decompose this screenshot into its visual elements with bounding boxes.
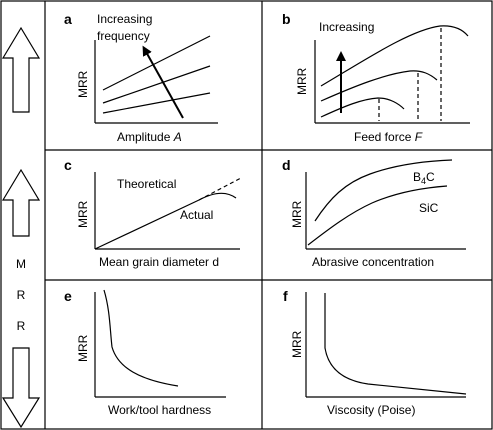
panel-e: e MRR Work/tool hardness [64, 288, 226, 417]
axes [94, 292, 226, 398]
curve-sic [307, 185, 448, 246]
curve-line [320, 97, 405, 118]
x-axis-label: Amplitude A [117, 130, 182, 144]
y-axis-label: MRR [290, 330, 304, 358]
panel-letter: b [282, 11, 291, 27]
x-axis-label: Abrasive concentration [312, 255, 434, 269]
curve-line [103, 289, 179, 387]
axes [314, 40, 470, 124]
y-axis-label: MRR [290, 200, 304, 228]
down-arrow-icon [1, 347, 41, 429]
annotation: frequency [97, 29, 150, 43]
x-axis-label: Work/tool hardness [108, 403, 211, 417]
panel-a: a MRR Amplitude A Increasing frequency [64, 11, 218, 144]
up-arrow-icon [1, 168, 41, 237]
x-axis-symbol: F [415, 130, 423, 144]
curves [103, 289, 179, 387]
curve-line [324, 293, 467, 395]
curve-line [320, 70, 438, 102]
series-label-sic: SiC [419, 201, 439, 215]
x-axis-label-text: Feed force [354, 130, 412, 144]
y-axis-label: MRR [76, 200, 90, 228]
y-axis-label: MRR [76, 334, 90, 362]
x-axis-label: Viscosity (Poise) [327, 403, 415, 417]
curve-b4c [314, 159, 453, 222]
panel-d: d MRR Abrasive concentration B4C SiC [282, 157, 466, 269]
x-axis-label: Mean grain diameter d [99, 255, 219, 269]
axes [305, 292, 466, 398]
y-axis-label: MRR [76, 70, 90, 98]
panel-f: f MRR Viscosity (Poise) [283, 288, 467, 417]
panel-letter: e [64, 288, 72, 304]
up-arrow-icon [1, 26, 41, 113]
curves [324, 293, 467, 395]
b4c-base: B [413, 170, 421, 184]
panel-b: b MRR Feed force F Increasing [282, 11, 470, 144]
x-axis-label-text: Amplitude [117, 130, 171, 144]
curve-line [102, 65, 211, 104]
y-axis-label: MRR [295, 67, 309, 95]
panel-c: c MRR Mean grain diameter d Theoretical … [64, 157, 242, 269]
axes [305, 172, 466, 250]
curve-line [102, 35, 211, 91]
curves [320, 25, 469, 121]
curve-actual [94, 192, 237, 250]
annotation-theoretical: Theoretical [117, 177, 176, 191]
annotation-actual: Actual [180, 208, 213, 222]
sidebar-letter: M [16, 257, 26, 271]
curves [94, 177, 242, 250]
panel-letter: a [64, 11, 72, 27]
sidebar: M R R [1, 26, 41, 429]
curves [307, 159, 453, 246]
annotation: Increasing [97, 12, 152, 26]
x-axis-label: Feed force F [354, 130, 423, 144]
panel-letter: c [64, 157, 72, 173]
curve-theoretical [198, 177, 242, 201]
curve-line [102, 92, 211, 114]
panel-letter: f [283, 288, 288, 304]
x-axis-symbol: A [173, 130, 182, 144]
series-label-b4c: B4C [413, 170, 435, 186]
curves [102, 35, 211, 119]
b4c-subscript: 4 [421, 176, 426, 186]
sidebar-letter: R [17, 288, 26, 302]
increasing-arrow [142, 45, 184, 119]
panel-letter: d [282, 157, 291, 173]
b4c-tail: C [426, 170, 435, 184]
annotation: Increasing [319, 20, 374, 34]
curve-line [320, 25, 469, 87]
sidebar-letter: R [17, 319, 26, 333]
axes [94, 40, 218, 124]
axes [94, 172, 240, 250]
